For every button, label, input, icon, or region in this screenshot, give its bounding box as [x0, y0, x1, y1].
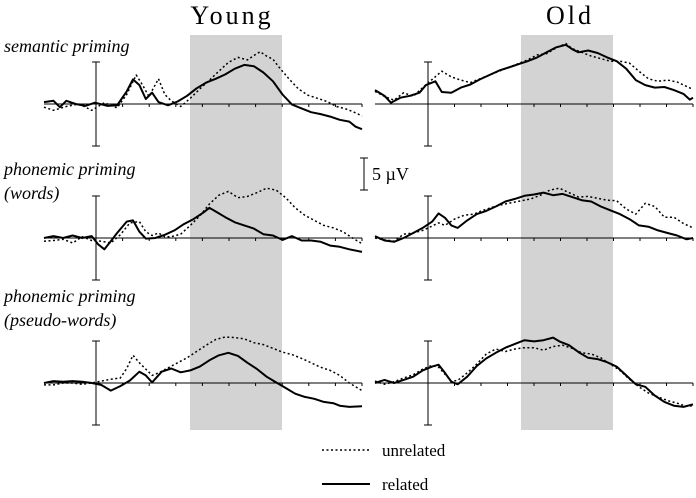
panel-old-row2	[374, 187, 694, 281]
row-label-semantic: semantic priming	[4, 36, 130, 56]
panel-old-row2-trace-unrelated	[374, 187, 694, 242]
panel-young-row2-trace-unrelated	[43, 187, 363, 245]
panel-old-row3-trace-unrelated	[374, 344, 694, 408]
column-title-old: Old	[546, 1, 594, 30]
row-label-phonemic-pseudowords-line2: (pseudo-words)	[4, 310, 116, 331]
panel-young-row2-trace-related	[43, 206, 363, 253]
erp-panels	[43, 42, 694, 426]
panel-young-row1-trace-related	[43, 63, 363, 131]
legend: unrelated related	[322, 441, 446, 494]
panel-old-row3	[374, 336, 694, 426]
row-label-phonemic-pseudowords-line1: phonemic priming	[2, 286, 135, 306]
scale-bar-label: 5 µV	[372, 164, 409, 184]
scale-bar	[360, 157, 368, 191]
panel-old-row1	[374, 42, 694, 147]
row-label-phonemic-words-line1: phonemic priming	[2, 159, 135, 179]
panel-young-row1-trace-unrelated	[43, 50, 363, 117]
panel-old-row1-trace-related	[374, 43, 694, 104]
panel-old-row1-trace-unrelated	[374, 42, 694, 101]
panel-young-row2	[43, 187, 363, 281]
legend-label-related: related	[382, 475, 429, 494]
panel-young-row3-trace-unrelated	[44, 336, 363, 392]
analysis-window-old	[521, 35, 613, 430]
panel-young-row3	[43, 336, 363, 426]
panel-young-row1	[43, 50, 363, 147]
panel-old-row2-trace-related	[374, 191, 694, 243]
panel-old-row3-trace-related	[374, 336, 694, 408]
column-title-young: Young	[190, 1, 273, 30]
legend-label-unrelated: unrelated	[382, 441, 446, 460]
panel-young-row3-trace-related	[43, 351, 363, 408]
analysis-window-young	[190, 35, 282, 430]
row-label-phonemic-words-line2: (words)	[4, 183, 59, 204]
